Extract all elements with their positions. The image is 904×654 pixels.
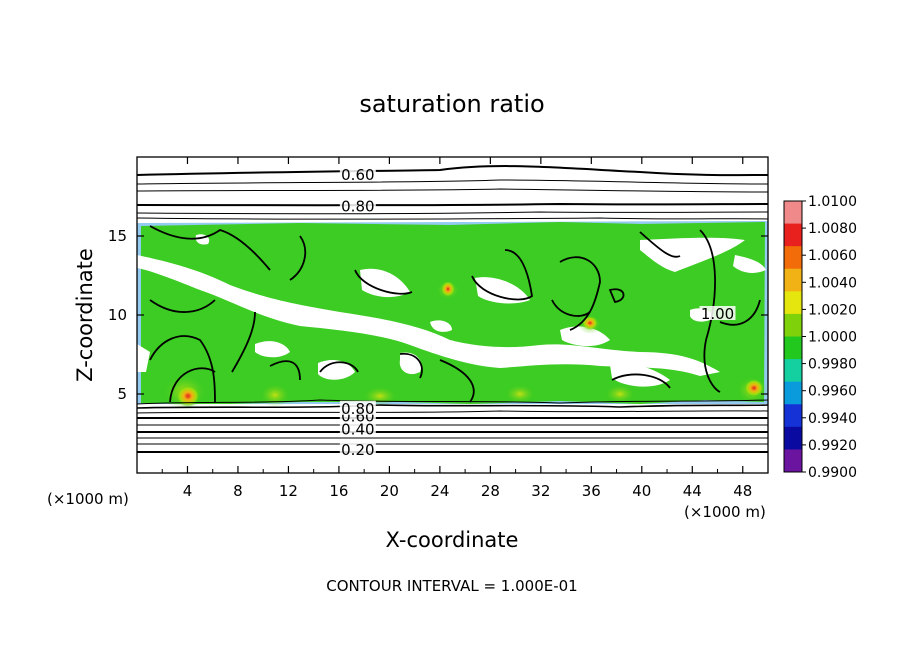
upper-contours	[137, 165, 768, 220]
x-tick-label: 40	[632, 482, 651, 500]
contour-label-bg	[339, 421, 376, 436]
colorbar-level-label: 1.0080	[808, 221, 857, 237]
x-unit-right: (×1000 m)	[684, 503, 766, 521]
x-tick-label: 4	[183, 482, 193, 500]
contour-label: 0.80	[341, 400, 374, 418]
x-tick-label: 44	[683, 482, 702, 500]
colorbar-level-label: 0.9980	[808, 357, 857, 373]
contour-label: 0.60	[341, 166, 374, 184]
colorbar-level-label: 0.9960	[808, 384, 857, 400]
colorbar: 1.0100 1.0080 1.0060 1.0040 1.0020 1.0000 0.99…	[783, 194, 857, 481]
x-tick-label: 8	[233, 482, 243, 500]
x-tick-label: 20	[380, 482, 399, 500]
contour-label-bg	[339, 441, 376, 456]
contour-label: 1.00	[701, 305, 734, 323]
colorbar-level-label: 1.0020	[808, 302, 857, 318]
x-tick-label: 32	[531, 482, 550, 500]
contour-label: 0.40	[341, 420, 374, 438]
lower-contours	[137, 399, 768, 453]
colorbar-level-label: 0.9900	[808, 465, 857, 481]
y-axis-label: Z-coordinate	[73, 248, 97, 382]
x-tick-label: 12	[279, 482, 298, 500]
colorbar-segment	[784, 449, 802, 473]
x-tick-label: 24	[430, 482, 449, 500]
x-tick-label: 36	[582, 482, 601, 500]
colorbar-level-label: 1.0000	[808, 330, 857, 346]
y-axis-ticks: 5 10 15	[108, 227, 768, 403]
colorbar-segment	[784, 336, 802, 360]
colorbar-segment	[784, 359, 802, 383]
colorbar-level-label: 0.9920	[808, 438, 857, 454]
contour-label-bg	[339, 400, 376, 415]
colorbar-segment	[784, 291, 802, 315]
x-tick-label: 16	[329, 482, 348, 500]
contour-lines-1.00	[149, 225, 761, 403]
y-tick-label: 15	[108, 227, 127, 245]
contour-label: 0.20	[341, 441, 374, 459]
y-tick-label: 5	[117, 385, 127, 403]
contour-interval-note: CONTOUR INTERVAL = 1.000E-01	[326, 577, 577, 595]
x-axis-ticks: 4 8 12 16 20 24 28 32 36 40 44 48	[161, 157, 752, 500]
x-tick-label: 28	[481, 482, 500, 500]
colorbar-segment	[784, 246, 802, 270]
colorbar-level-label: 1.0040	[808, 275, 857, 291]
y-tick-label: 10	[108, 306, 127, 324]
colorbar-segment	[784, 223, 802, 247]
colorbar-segment	[784, 313, 802, 337]
supersaturation-peaks	[176, 281, 764, 407]
colorbar-segment	[784, 268, 802, 292]
colorbar-segment	[784, 201, 802, 225]
contour-labels: 0.600.800.200.400.600.801.00	[339, 166, 736, 459]
contour-label-bg	[339, 166, 376, 181]
colorbar-segment	[784, 426, 802, 450]
x-tick-label: 48	[733, 482, 752, 500]
colorbar-segment	[784, 404, 802, 428]
contour-label-bg	[699, 306, 736, 320]
saturation-field: 0.600.800.200.400.600.801.00	[137, 157, 768, 473]
colorbar-level-label: 1.0100	[808, 194, 857, 210]
x-axis-label: X-coordinate	[386, 528, 519, 552]
contour-label: 0.80	[341, 198, 374, 216]
colorbar-level-label: 0.9940	[808, 411, 857, 427]
colorbar-level-label: 1.0060	[808, 248, 857, 264]
chart-title: saturation ratio	[359, 90, 544, 118]
colorbar-segment	[784, 381, 802, 405]
x-unit-left: (×1000 m)	[47, 490, 129, 508]
contour-label-bg	[339, 198, 376, 213]
